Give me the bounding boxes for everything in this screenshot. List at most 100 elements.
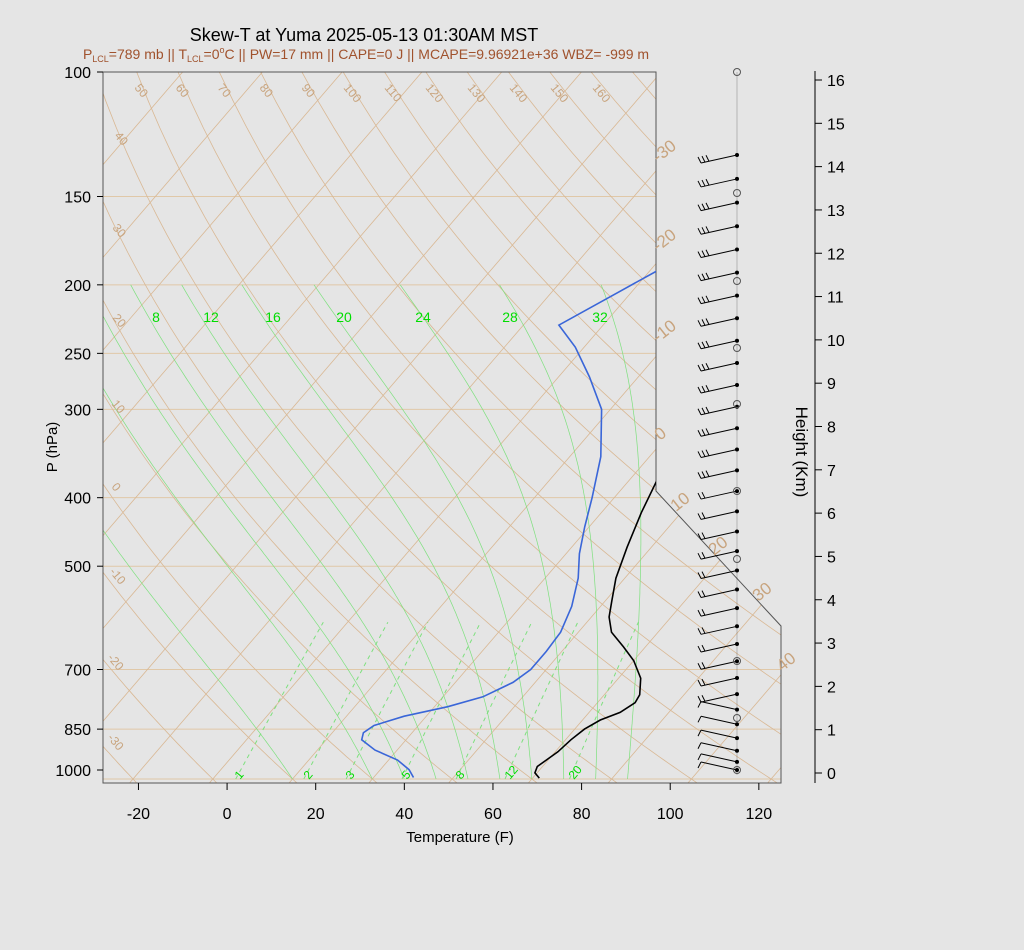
wind-barb [697,701,739,712]
isotherm-line [678,72,781,783]
subtitle-rest: || PW=17 mm || CAPE=0 J || MCAPE=9.96921… [235,46,649,62]
y-tick-label: 250 [64,346,91,363]
dry-adiabat-line [103,72,472,783]
dry-adiabat-label: 160 [590,81,614,106]
dry-adiabat-line [164,72,781,783]
height-tick-label: 3 [827,636,836,653]
moist-adiabat-line [103,284,293,780]
y-tick-label: 700 [64,663,91,680]
dry-adiabat-line [103,72,553,783]
wind-barb [697,715,739,727]
isotherm-line [103,72,291,783]
y-tick-label: 400 [64,491,91,508]
x-tick-label: 40 [395,806,413,823]
calm-wind-marker [733,68,741,76]
subtitle-lcl-p-label: P [83,46,92,62]
dry-adiabat-line [284,72,781,783]
y-tick-label: 1000 [55,763,91,780]
wind-barb [697,447,739,458]
isotherm-label: 30 [749,579,776,606]
temperature-line [533,72,781,779]
mixing-ratio-line [455,621,533,780]
height-tick-label: 12 [827,246,845,263]
wind-barb [697,529,739,540]
moist-adiabat-line [103,284,405,780]
moist-adiabat-line [600,284,642,780]
subtitle-lcl-t-unit: C [225,46,235,62]
chart-subtitle: PLCL=789 mb || TLCL=0oC || PW=17 mm || C… [83,45,649,64]
wind-barb [697,642,739,653]
dry-adiabat-label: 90 [299,81,319,100]
dry-adiabat-label: -30 [105,731,127,754]
moist-adiabat-line [399,284,565,779]
x-tick-label: 0 [223,806,232,823]
x-tick-label: 20 [307,806,325,823]
dry-adiabat-label: 130 [465,81,489,106]
dry-adiabat-line [103,72,310,783]
wind-barb [697,742,739,753]
isotherm-line [199,72,781,783]
wind-barb [697,293,739,305]
wind-barb [697,549,739,560]
wind-barb [697,468,739,479]
data-series [360,72,781,779]
mixing-ratio-label: 1 [232,768,247,782]
wind-barb [697,176,739,188]
height-tick-label: 10 [827,333,845,350]
dry-adiabat-label: -10 [107,565,129,588]
wind-barb [697,382,739,394]
wind-barbs [697,68,741,775]
x-tick-label: -20 [127,806,150,823]
wind-barb [697,606,739,617]
y-tick-label: 500 [64,559,91,576]
isotherm-line [103,72,610,783]
dry-adiabat-line [103,72,229,783]
moist-adiabat-label: 24 [415,309,431,325]
dry-adiabat-label: 120 [423,81,447,106]
dry-adiabat-label: 30 [110,221,130,240]
dry-adiabat-label: 140 [507,81,531,106]
wind-barb [697,624,739,635]
moist-adiabat-label: 20 [336,309,352,325]
wind-barb [697,659,739,670]
isotherm-line [438,72,781,783]
dewpoint-line [360,72,781,778]
mixing-ratio-line [303,621,389,780]
moist-adiabat-line [181,284,469,780]
isotherm-label: 40 [773,649,800,676]
isotherm-label: -30 [649,136,680,166]
y-tick-label: 300 [64,402,91,419]
mixing-ratio-label: 2 [301,768,316,782]
dry-adiabat-line [325,72,781,783]
dry-adiabat-line [244,72,781,783]
isotherm-label: -10 [649,316,680,346]
moist-adiabat-line [499,284,599,780]
y-tick-label: 850 [64,722,91,739]
x-tick-label: 80 [573,806,591,823]
height-tick-label: 1 [827,723,836,740]
axes: -20 0 20 40 60 80 100 1201001502002503004005007… [55,65,844,823]
dry-adiabat-label: 10 [109,397,129,416]
dry-adiabat-line [103,72,391,783]
dry-adiabat-line [365,72,781,783]
isotherm-line [103,72,530,783]
y-tick-label: 100 [64,65,91,82]
wind-barb [697,316,739,327]
wind-barb [697,426,739,437]
calm-wind-marker [733,555,741,563]
isotherm-label: 10 [667,489,694,516]
chart-title: Skew-T at Yuma 2025-05-13 01:30AM MST [190,25,539,45]
height-tick-label: 11 [827,290,844,307]
y-axis-title: P (hPa) [44,422,61,473]
wind-barb [697,675,739,687]
plot-frame [102,71,782,784]
dry-adiabat-line [726,72,781,783]
moist-adiabat-label: 16 [265,309,281,325]
dry-adiabat-line [485,72,781,783]
wind-barb [697,692,739,703]
isotherm-label: -20 [649,225,680,255]
wind-barb [697,153,739,164]
mixing-ratio-line [569,621,639,780]
